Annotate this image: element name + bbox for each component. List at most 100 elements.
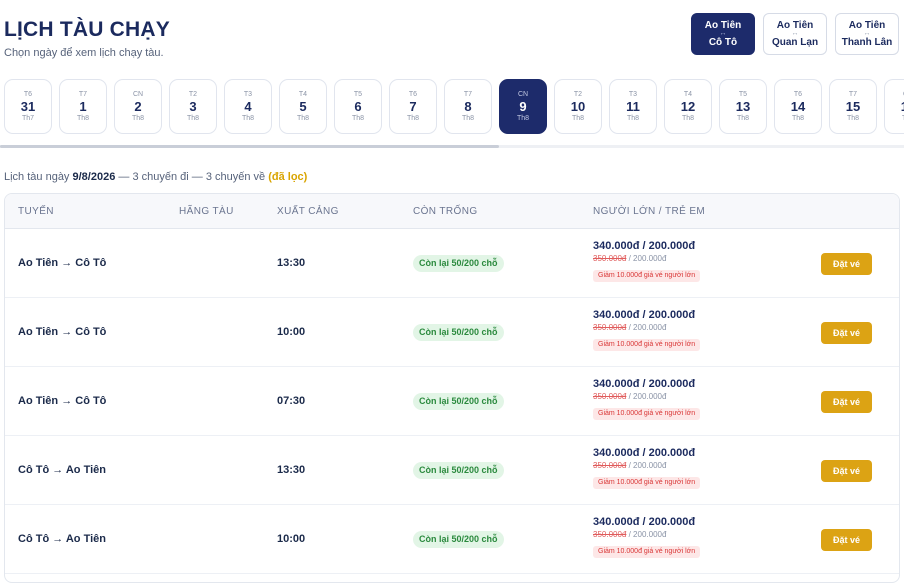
row-route: Ao Tiên → Cô Tô [18,395,107,407]
price-original: 350.000đ / 200.000đ [593,322,700,333]
discount-badge: Giảm 10.000đ giá vé người lớn [593,408,701,420]
price-original-adult: 350.000đ [593,530,627,539]
date-chip[interactable]: CN 2 Th8 [114,79,162,134]
date-day: 16 [901,99,904,114]
date-day: 11 [626,99,640,114]
discount-badge: Giảm 10.000đ giá vé người lớn [593,339,701,351]
date-chip[interactable]: T2 10 Th8 [554,79,602,134]
row-route: Ao Tiên → Cô Tô [18,257,107,269]
scrollbar-thumb[interactable] [0,145,499,148]
date-weekday: T3 [628,91,638,98]
price-original: 350.000đ / 200.000đ [593,460,700,471]
date-day: 5 [299,99,307,114]
book-ticket-button[interactable]: Đặt vé [821,253,872,275]
price-original-adult: 350.000đ [593,461,627,470]
date-chip[interactable]: CN 9 Th8 [499,79,547,134]
price-current: 340.000đ / 200.000đ [593,447,696,459]
date-chip[interactable]: T4 12 Th8 [664,79,712,134]
date-month: Th8 [461,115,475,122]
date-chip[interactable]: CN16Th8 [884,79,904,134]
price-original-child: / 200.000đ [626,461,667,470]
swap-arrow-icon: ↔ [791,30,799,37]
summary-prefix: Lịch tàu ngày [4,171,73,183]
book-ticket-button[interactable]: Đặt vé [821,460,872,482]
row-departure-time: 10:00 [277,533,306,545]
book-ticket-button[interactable]: Đặt vé [821,391,872,413]
route-option-ao-tien-thanh-lan[interactable]: Ao Tiên ↔ Thanh Lân [835,13,899,55]
price-original: 350.000đ / 200.000đ [593,253,700,264]
seat-availability-badge: Còn lại 50/200 chỗ [413,324,504,341]
row-route: Cô Tô → Ao Tiên [18,464,106,476]
route-to: Thanh Lân [841,37,893,48]
price-original-child: / 200.000đ [626,323,667,332]
price-original: 350.000đ / 200.000đ [593,391,700,402]
date-chip[interactable]: T6 7 Th8 [389,79,437,134]
row-route: Ao Tiên → Cô Tô [18,326,107,338]
row-price: 340.000đ / 200.000đ 350.000đ / 200.000đ Gi… [593,447,701,489]
date-day: 2 [134,99,142,114]
book-ticket-button[interactable]: Đặt vé [821,322,872,344]
seat-availability-badge: Còn lại 50/200 chỗ [413,462,504,479]
date-month: Th8 [681,115,695,122]
date-day: 15 [845,99,861,114]
date-weekday: T5 [738,91,748,98]
date-chip[interactable]: T6 14 Th8 [774,79,822,134]
table-row: Ao Tiên → Cô Tô 10:00 Còn lại 50/200 chỗ 34… [5,298,899,367]
date-month: Th8 [626,115,640,122]
row-price: 340.000đ / 200.000đ 350.000đ / 200.000đ Gi… [593,240,701,282]
schedule-summary: Lịch tàu ngày 9/8/2026 — 3 chuyến đi — 3… [4,171,307,183]
discount-badge: Giảm 10.000đ giá vé người lớn [593,477,701,489]
date-chip[interactable]: T5 13 Th8 [719,79,767,134]
date-chip[interactable]: T7 15 Th8 [829,79,877,134]
date-month: Th8 [902,114,904,123]
date-chip[interactable]: T7 1 Th8 [59,79,107,134]
route-from: Ao Tiên [848,20,886,31]
seat-availability-badge: Còn lại 50/200 chỗ [413,393,504,410]
price-current: 340.000đ / 200.000đ [593,378,696,390]
table-row: Cô Tô → Ao Tiên 13:30 Còn lại 50/200 chỗ 34… [5,436,899,505]
date-chip[interactable]: T3 11 Th8 [609,79,657,134]
date-month: Th8 [571,115,585,122]
date-day: 6 [354,99,362,114]
summary-date: 9/8/2026 [72,171,116,183]
date-month: Th8 [186,115,200,122]
route-option-ao-tien-quan-lan[interactable]: Ao Tiên ↔ Quan Lạn [763,13,827,55]
date-chip[interactable]: T6 31 Th7 [4,79,52,134]
date-weekday: T6 [793,91,803,98]
date-chip[interactable]: T3 4 Th8 [224,79,272,134]
date-chip[interactable]: T5 6 Th8 [334,79,382,134]
book-ticket-button[interactable]: Đặt vé [821,529,872,551]
table-body: Ao Tiên → Cô Tô 13:30 Còn lại 50/200 chỗ 34… [5,229,899,574]
table-header: TUYẾN HÃNG TÀU XUẤT CẢNG CÒN TRỐNG NGƯỜI… [5,194,899,229]
date-day: 7 [409,99,417,114]
date-picker-strip: T6 31 Th7 T7 1 Th8 CN 2 Th8 T2 3 Th8 T3 4 Th8 T4 5 Th8 T5 6… [4,79,904,134]
date-weekday: T6 [23,91,33,98]
route-option-ao-tien-co-to[interactable]: Ao Tiên ↔ Cô Tô [691,13,755,55]
discount-badge: Giảm 10.000đ giá vé người lớn [593,270,701,282]
header-seats: CÒN TRỐNG [413,206,478,217]
date-weekday: T6 [408,91,418,98]
date-month: Th7 [21,115,35,122]
header-price: NGƯỜI LỚN / TRẺ EM [593,206,706,217]
price-current: 340.000đ / 200.000đ [593,516,696,528]
date-weekday: T4 [298,91,308,98]
date-chip[interactable]: T4 5 Th8 [279,79,327,134]
date-day: 4 [244,99,252,114]
route-to: Quan Lạn [771,37,819,48]
date-day: 31 [20,99,36,114]
date-chip[interactable]: T2 3 Th8 [169,79,217,134]
swap-arrow-icon: ↔ [719,30,727,37]
header-departure: XUẤT CẢNG [277,206,339,217]
date-month: Th8 [791,115,805,122]
page-subtitle: Chọn ngày để xem lịch chạy tàu. [4,47,164,59]
price-current: 340.000đ / 200.000đ [593,309,696,321]
filtered-indicator: (đã lọc) [268,171,308,183]
table-row: Ao Tiên → Cô Tô 07:30 Còn lại 50/200 chỗ 34… [5,367,899,436]
date-chip[interactable]: T7 8 Th8 [444,79,492,134]
date-weekday: CN [132,91,144,98]
date-day: 9 [519,99,527,114]
price-original-child: / 200.000đ [626,530,667,539]
date-weekday: T7 [78,91,88,98]
date-strip-scrollbar[interactable] [0,145,904,148]
date-weekday: T2 [188,91,198,98]
